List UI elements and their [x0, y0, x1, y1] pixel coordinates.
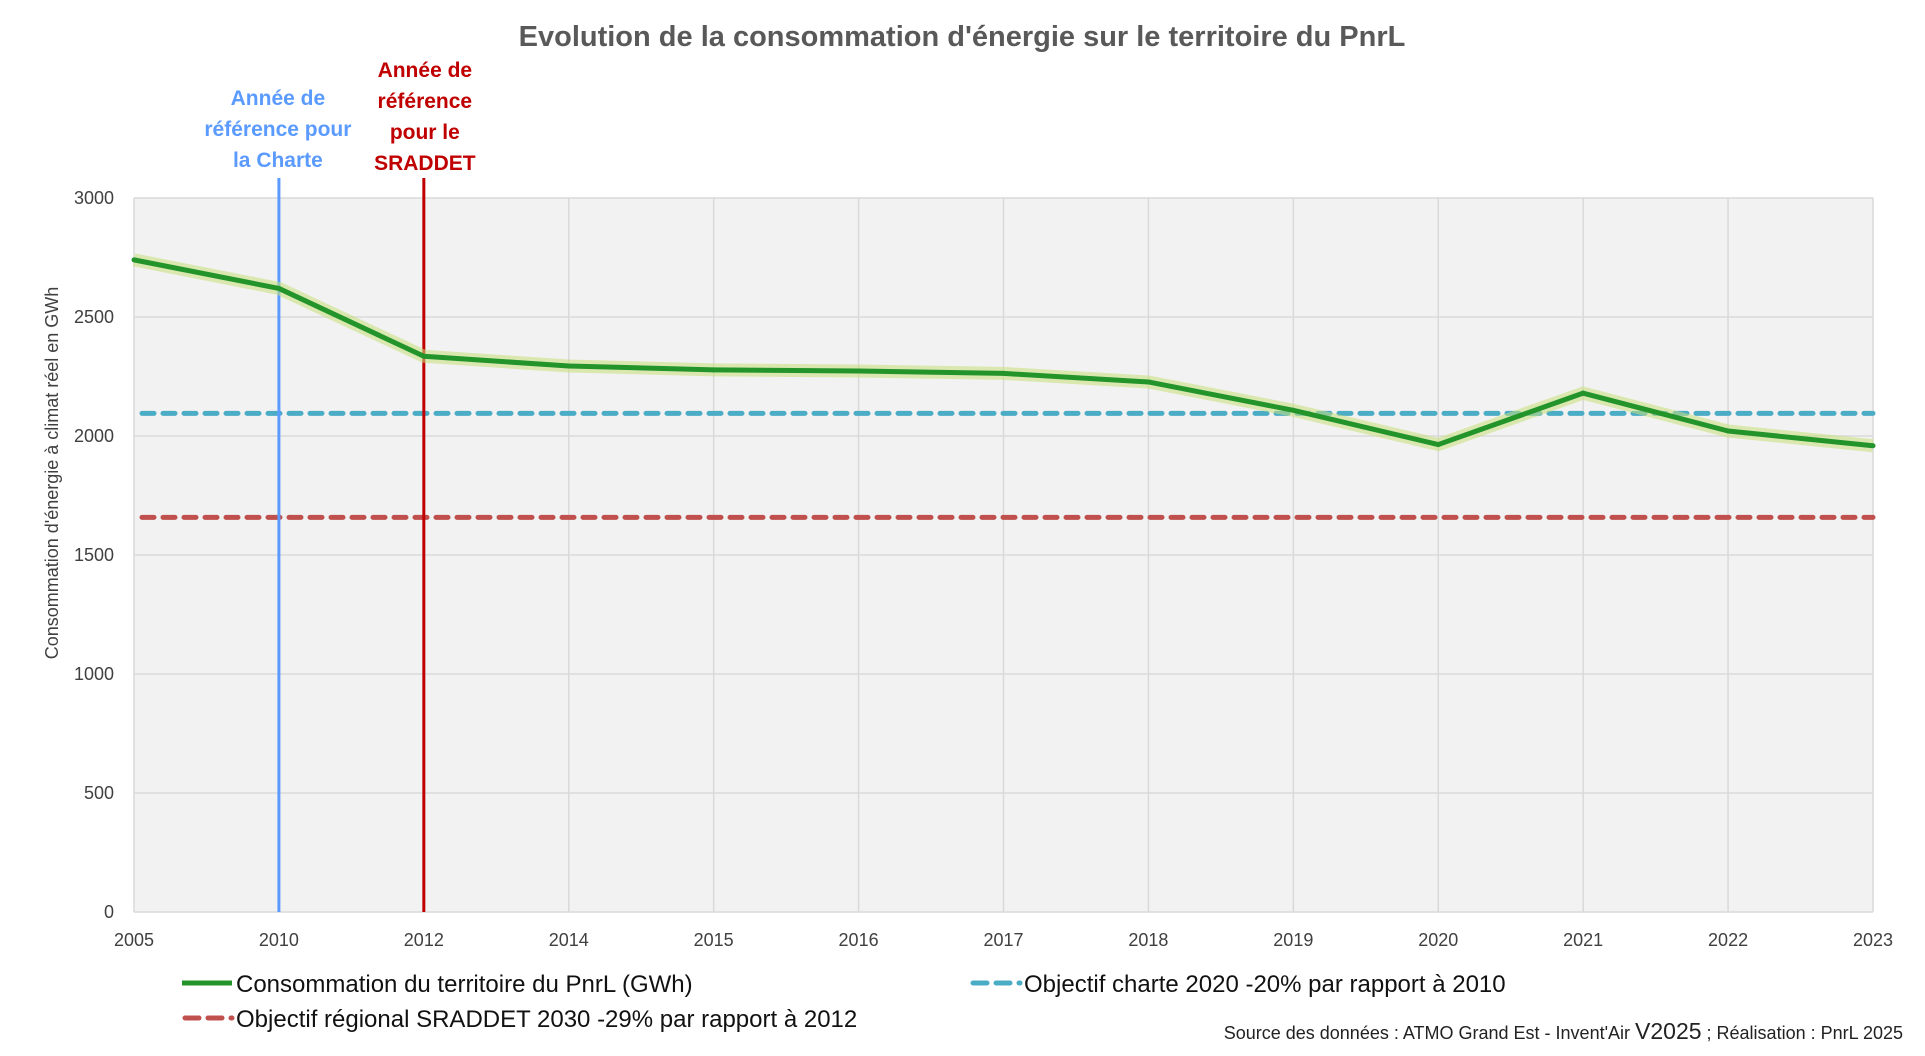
x-tick-label: 2010	[259, 930, 299, 950]
data-point-2015	[711, 367, 717, 373]
y-tick-label: 3000	[74, 188, 114, 208]
reference-annotation-line: Année de	[231, 87, 326, 110]
y-tick-label: 0	[104, 902, 114, 922]
reference-annotation-line: Année de	[378, 59, 473, 82]
data-point-2020	[1435, 442, 1441, 448]
x-tick-label: 2017	[983, 930, 1023, 950]
data-point-2018	[1145, 379, 1151, 385]
data-point-2021	[1580, 390, 1586, 396]
y-tick-label: 1500	[74, 545, 114, 565]
x-tick-label: 2014	[549, 930, 589, 950]
legend-label-2: Objectif régional SRADDET 2030 -29% par …	[236, 1006, 857, 1033]
data-point-2016	[856, 368, 862, 374]
data-point-2014	[566, 363, 572, 369]
reference-annotation-line: SRADDET	[374, 152, 476, 175]
x-tick-label: 2019	[1273, 930, 1313, 950]
data-point-2017	[1001, 370, 1006, 376]
y-tick-label: 1000	[74, 664, 114, 684]
x-tick-label: 2022	[1708, 930, 1748, 950]
x-tick-label: 2012	[404, 930, 444, 950]
data-point-2005	[131, 257, 137, 263]
data-point-2023	[1870, 443, 1876, 449]
x-tick-label: 2020	[1418, 930, 1458, 950]
x-tick-label: 2005	[114, 930, 154, 950]
reference-annotation-line: référence pour	[204, 118, 351, 141]
source-version: V2025	[1635, 1018, 1702, 1044]
x-tick-label: 2018	[1128, 930, 1168, 950]
reference-annotation-line: pour le	[390, 121, 460, 144]
data-point-2022	[1725, 428, 1731, 434]
source-credit: ; Réalisation : PnrL 2025	[1702, 1023, 1903, 1043]
y-tick-label: 2500	[74, 307, 114, 327]
data-point-2010	[276, 285, 282, 291]
legend-label-1: Objectif charte 2020 -20% par rapport à …	[1024, 971, 1506, 998]
data-point-2019	[1290, 407, 1296, 413]
chart-title: Evolution de la consommation d'énergie s…	[519, 21, 1406, 53]
reference-annotation-line: référence	[378, 90, 473, 113]
reference-annotation-line: la Charte	[233, 149, 323, 172]
y-axis-title: Consommation d'énergie à climat réel en …	[42, 287, 62, 660]
x-tick-label: 2016	[839, 930, 879, 950]
legend-label-0: Consommation du territoire du PnrL (GWh)	[236, 971, 693, 998]
x-tick-label: 2015	[694, 930, 734, 950]
data-point-2012	[421, 353, 427, 359]
source-note: Source des données : ATMO Grand Est - In…	[1224, 1018, 1903, 1044]
y-tick-label: 2000	[74, 426, 114, 446]
x-tick-label: 2021	[1563, 930, 1603, 950]
x-tick-label: 2023	[1853, 930, 1893, 950]
y-tick-label: 500	[84, 783, 114, 803]
source-text: Source des données : ATMO Grand Est - In…	[1224, 1023, 1635, 1043]
